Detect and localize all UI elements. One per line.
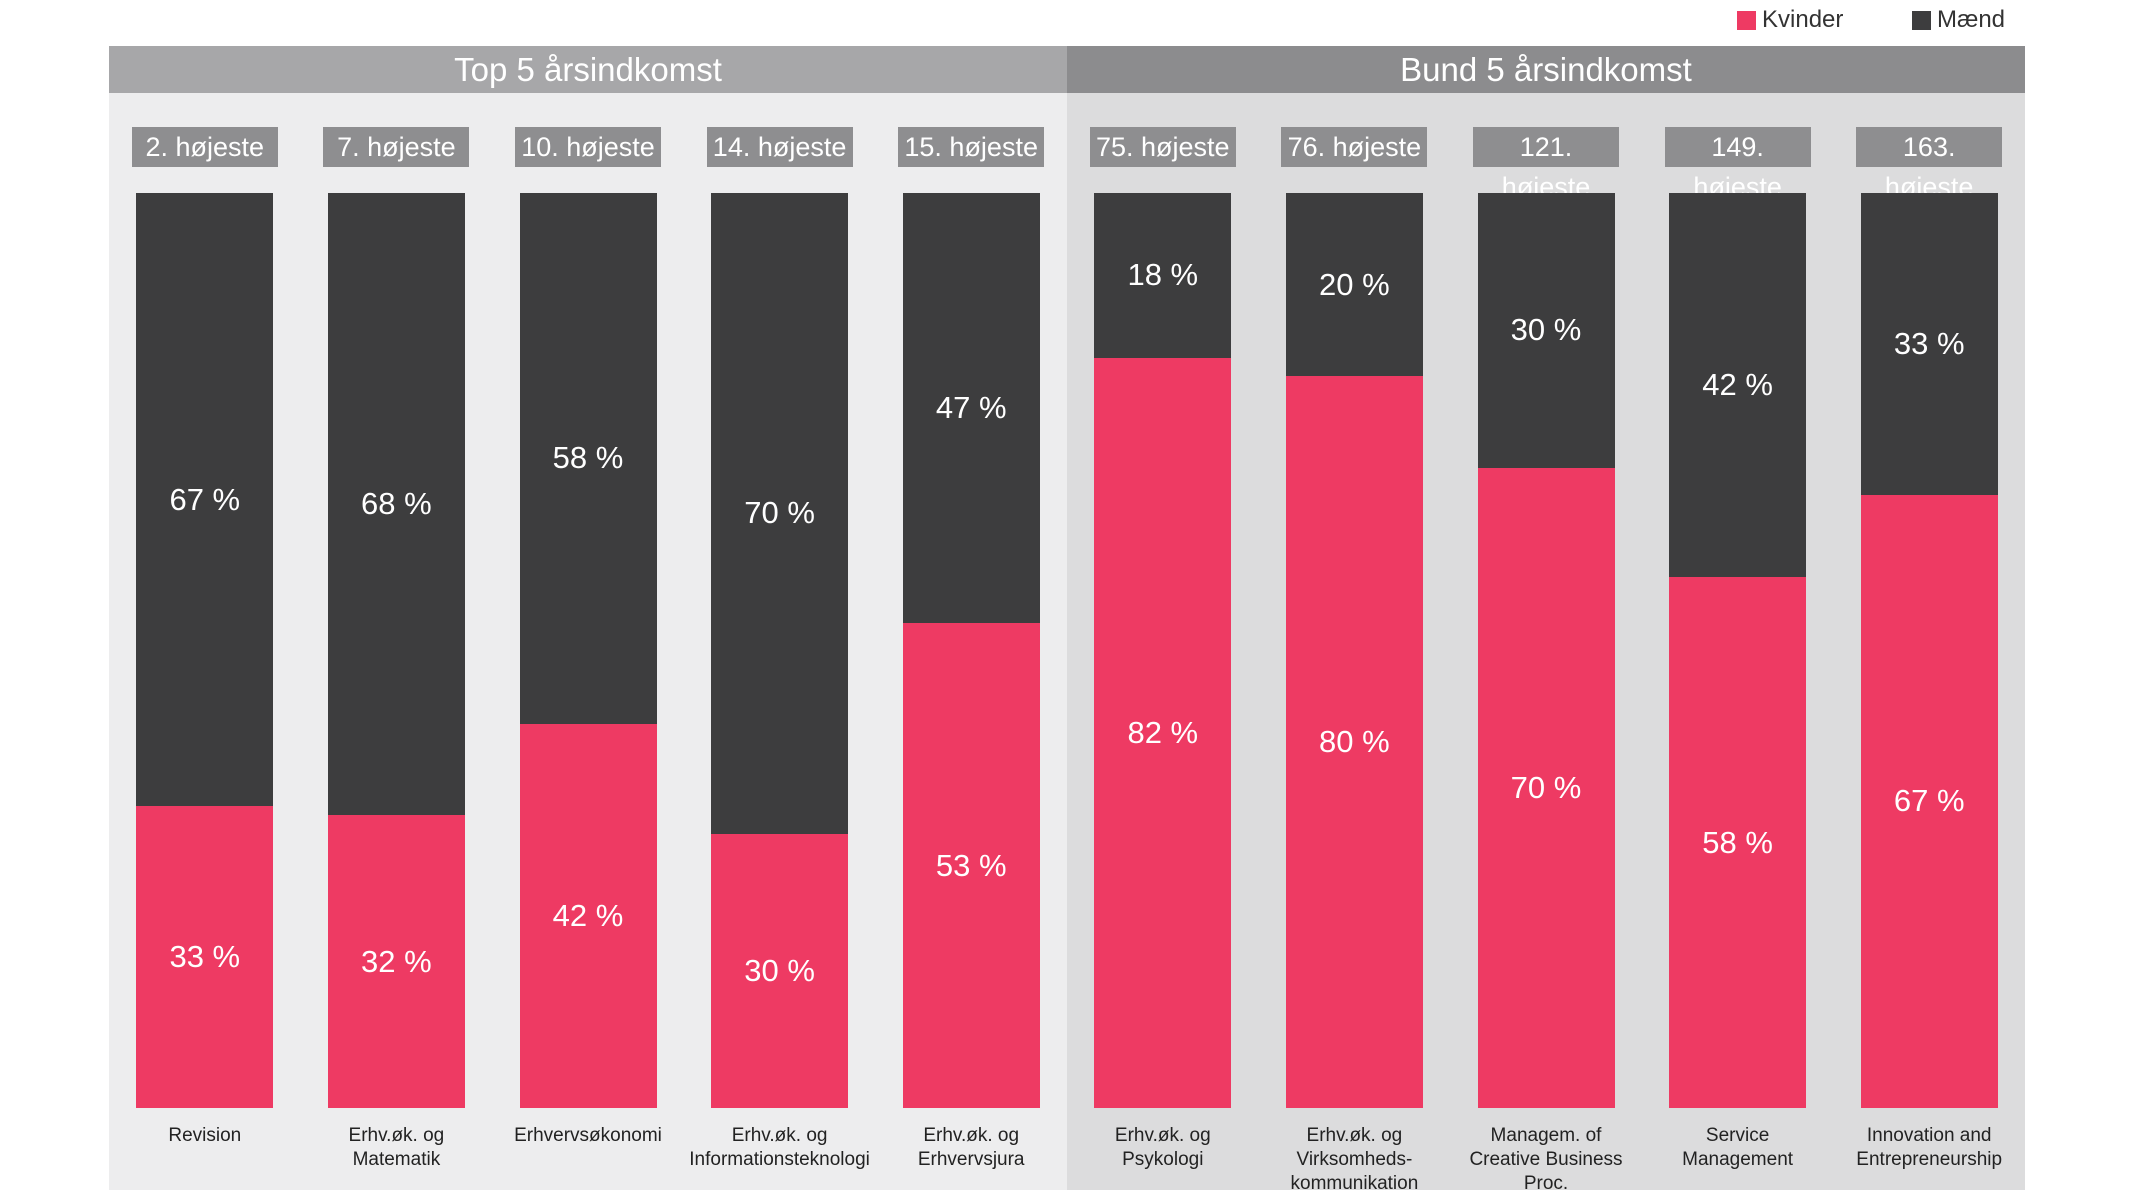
value-label: 82 % bbox=[1083, 715, 1243, 751]
rank-label: 76. højeste bbox=[1281, 127, 1427, 167]
value-label: 67 % bbox=[125, 482, 285, 518]
value-label: 42 % bbox=[508, 898, 668, 934]
value-label: 68 % bbox=[316, 486, 476, 522]
rank-label: 14. højeste bbox=[707, 127, 853, 167]
rank-label: 163. højeste bbox=[1856, 127, 2002, 167]
value-label: 80 % bbox=[1274, 724, 1434, 760]
group-header: Bund 5 årsindkomst bbox=[1067, 46, 2025, 93]
value-label: 58 % bbox=[508, 440, 668, 476]
rank-label: 10. højeste bbox=[515, 127, 661, 167]
value-label: 70 % bbox=[700, 495, 860, 531]
rank-label: 15. højeste bbox=[898, 127, 1044, 167]
chart: Top 5 årsindkomstBund 5 årsindkomst 2. hø… bbox=[0, 0, 2145, 1192]
value-label: 33 % bbox=[125, 939, 285, 975]
value-label: 33 % bbox=[1849, 326, 2009, 362]
rank-label: 7. højeste bbox=[323, 127, 469, 167]
value-label: 20 % bbox=[1274, 267, 1434, 303]
value-label: 70 % bbox=[1466, 770, 1626, 806]
rank-label: 2. højeste bbox=[132, 127, 278, 167]
value-label: 67 % bbox=[1849, 783, 2009, 819]
legend-label: Kvinder bbox=[1762, 5, 1843, 35]
value-label: 30 % bbox=[1466, 312, 1626, 348]
value-label: 18 % bbox=[1083, 257, 1243, 293]
rank-label: 75. højeste bbox=[1090, 127, 1236, 167]
value-label: 32 % bbox=[316, 944, 476, 980]
value-label: 42 % bbox=[1658, 367, 1818, 403]
value-label: 53 % bbox=[891, 848, 1051, 884]
category-label: Innovation and Entrepreneurship bbox=[1799, 1124, 2059, 1172]
value-label: 47 % bbox=[891, 390, 1051, 426]
legend-swatch bbox=[1737, 11, 1756, 30]
rank-label: 121. højeste bbox=[1473, 127, 1619, 167]
legend-label: Mænd bbox=[1937, 5, 2005, 35]
group-header: Top 5 årsindkomst bbox=[109, 46, 1067, 93]
legend-swatch bbox=[1912, 11, 1931, 30]
value-label: 30 % bbox=[700, 953, 860, 989]
rank-label: 149. højeste bbox=[1665, 127, 1811, 167]
value-label: 58 % bbox=[1658, 825, 1818, 861]
